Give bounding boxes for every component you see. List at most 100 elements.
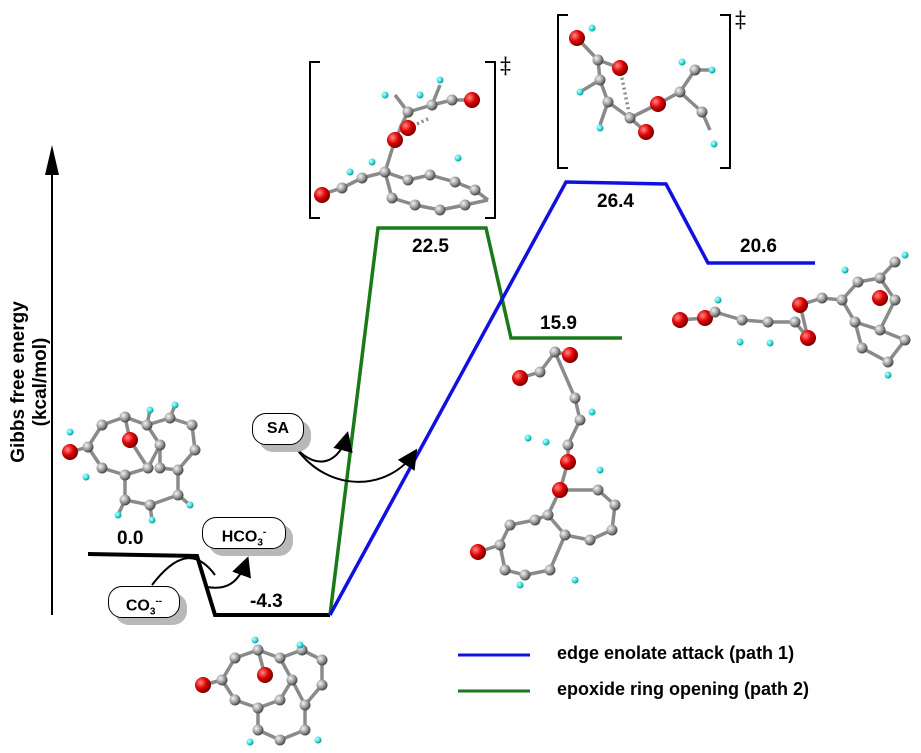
carbon-atom	[164, 412, 176, 424]
carbon-atom	[426, 99, 438, 111]
hydrogen-atom	[516, 581, 524, 589]
bicarbonate-bubble: HCO3-	[202, 517, 286, 549]
carbon-atom	[402, 174, 414, 186]
carbon-atom	[154, 462, 166, 474]
hydrogen-atom	[884, 371, 892, 379]
carbon-atom	[624, 112, 636, 124]
oxygen-atom	[560, 454, 576, 470]
carbon-atom	[874, 272, 886, 284]
carbonate-base: CO	[125, 597, 150, 615]
carbon-atom	[119, 411, 131, 423]
energy-label-product-path2: 15.9	[540, 313, 577, 334]
carbon-atom	[609, 499, 621, 511]
carbon-atom	[274, 734, 286, 746]
oxygen-atom	[257, 667, 273, 683]
hydrogen-atom	[596, 124, 604, 132]
energy-label-start: 0.0	[117, 528, 144, 549]
carbon-atom	[172, 489, 184, 501]
carbon-atom	[316, 654, 328, 666]
carbon-atom	[469, 184, 481, 196]
hydrogen-atom	[588, 24, 596, 32]
hydrogen-atom	[246, 738, 254, 746]
carbon-atom	[299, 724, 311, 736]
hydrogen-atom	[148, 516, 156, 524]
oxygen-atom	[464, 92, 480, 108]
carbon-atom	[189, 444, 201, 456]
carbon-atom	[499, 564, 511, 576]
bicarbonate-sub: 3	[257, 537, 263, 549]
carbon-atom	[542, 509, 554, 521]
reactant-molecule	[62, 401, 201, 524]
hydrogen-atom	[436, 76, 444, 84]
carbon-atom	[446, 94, 458, 106]
hydrogen-atom	[146, 406, 154, 414]
carbon-atom	[696, 106, 708, 118]
path2-line	[328, 226, 622, 616]
bicarbonate-base: HCO	[221, 528, 258, 546]
energy-label-ts-path2: 22.5	[412, 236, 449, 257]
hydrogen-atom	[714, 296, 722, 304]
bicarbonate-sup: -	[262, 527, 267, 538]
y-axis-label: Gibbs free energy (kcal/mol)	[8, 301, 51, 463]
path1-line	[328, 180, 815, 616]
carbon-atom	[592, 54, 604, 66]
hydrogen-atom	[416, 91, 424, 99]
carbon-atom	[736, 314, 748, 326]
ts-marker-path2: ‡	[500, 54, 511, 79]
carbon-atom	[519, 569, 531, 581]
hydrogen-atom	[576, 88, 584, 96]
carbon-atom	[529, 514, 541, 526]
carbon-atom	[534, 366, 546, 378]
carbon-atom	[274, 694, 286, 706]
carbon-atom	[889, 294, 901, 306]
hydrogen-atom	[678, 58, 686, 66]
energy-label-product-path1: 20.6	[740, 236, 777, 257]
carbon-atom	[856, 342, 868, 354]
oxygen-atom	[400, 120, 416, 136]
ts-path1-molecule	[569, 24, 718, 148]
carbon-atom	[709, 306, 721, 318]
oxygen-atom	[697, 310, 713, 326]
hydrogen-atom	[596, 466, 604, 474]
hydrogen-atom	[381, 91, 389, 99]
sa-bubble: SA	[252, 413, 304, 445]
oxygen-atom	[672, 312, 688, 328]
intermediate-molecule	[195, 636, 328, 746]
ts-marker-path1: ‡	[735, 8, 746, 33]
carbon-atom	[602, 96, 614, 108]
carbon-atom	[762, 316, 774, 328]
carbon-atom	[274, 652, 286, 664]
hydrogen-atom	[114, 511, 122, 519]
carbon-atom	[409, 199, 421, 211]
oxygen-atom	[512, 370, 528, 386]
carbon-atom	[606, 524, 618, 536]
carbon-atom	[386, 192, 398, 204]
carbon-atom	[424, 169, 436, 181]
hydrogen-atom	[171, 401, 179, 409]
carbon-atom	[689, 64, 701, 76]
carbon-atom	[154, 439, 166, 451]
oxygen-atom	[195, 677, 211, 693]
carbon-atom	[882, 356, 894, 368]
carbon-atom	[142, 462, 154, 474]
reaction-arrows	[151, 431, 418, 589]
carbon-atom	[836, 294, 848, 306]
energy-label-intermediate: -4.3	[250, 591, 283, 612]
carbon-atom	[144, 499, 156, 511]
oxygen-atom	[650, 96, 666, 112]
ts-bracket-path2	[309, 61, 496, 219]
carbon-atom	[584, 534, 596, 546]
oxygen-atom	[62, 444, 78, 460]
carbon-atom	[252, 702, 264, 714]
ts-path2-molecule	[314, 76, 490, 216]
carbon-atom	[559, 529, 571, 541]
carbon-atom	[594, 74, 606, 86]
oxygen-atom	[387, 132, 403, 148]
carbon-atom	[504, 519, 516, 531]
hydrogen-atom	[901, 251, 909, 259]
carbon-atom	[82, 441, 94, 453]
carbon-atom	[252, 644, 264, 656]
oxygen-atom	[314, 187, 330, 203]
legend-label-path2: epoxide ring opening (path 2)	[557, 679, 809, 699]
